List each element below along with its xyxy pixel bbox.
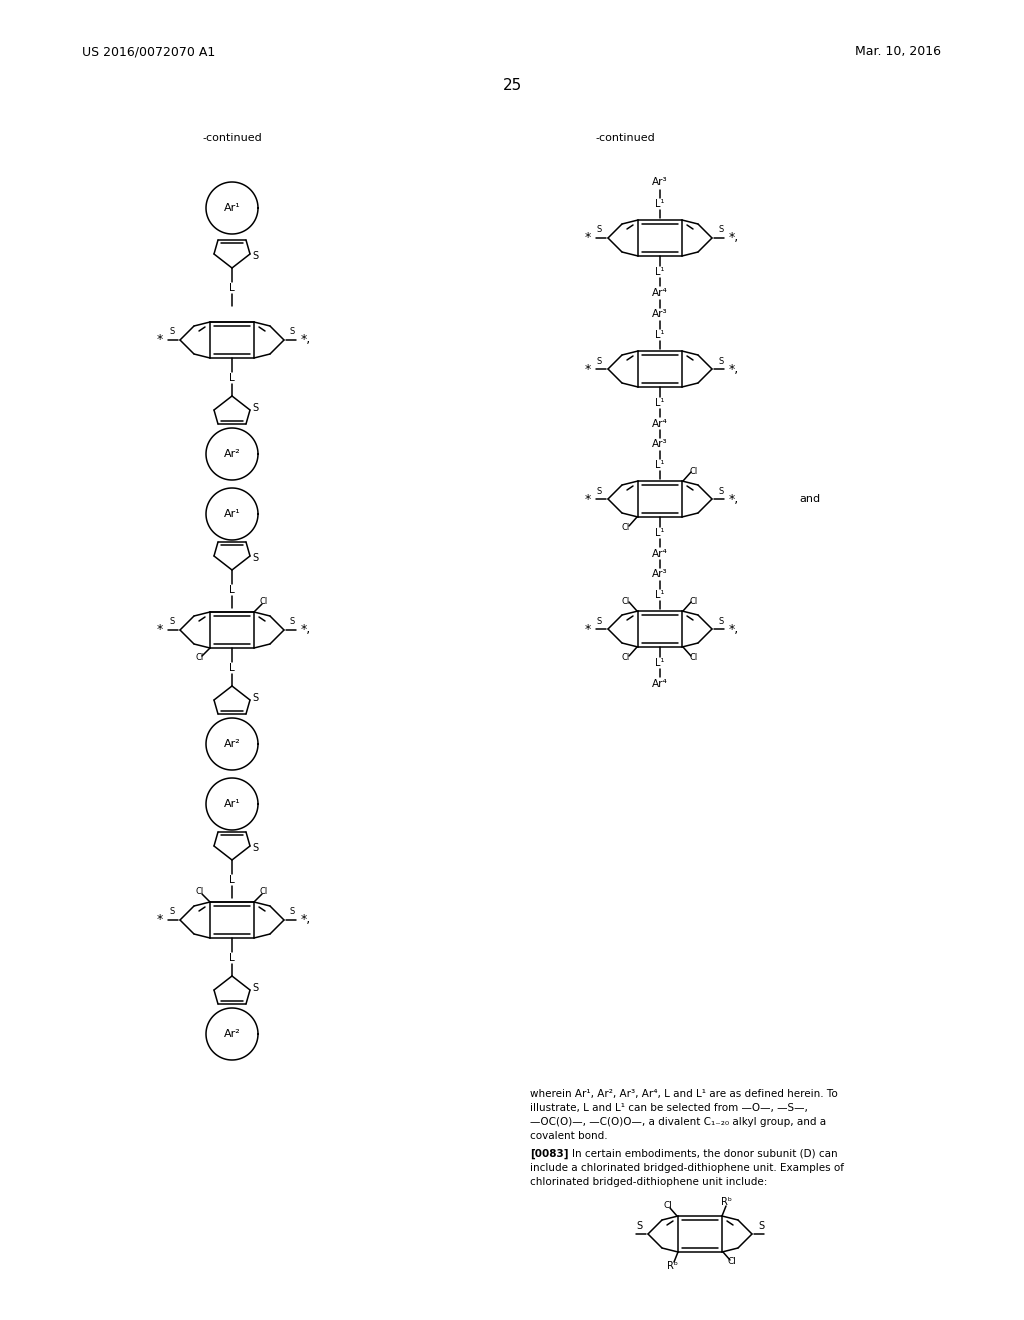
Text: *,: *, <box>729 231 739 244</box>
Text: *: * <box>157 623 163 636</box>
Text: *: * <box>585 231 591 244</box>
Text: Cl: Cl <box>690 652 698 661</box>
Text: L¹: L¹ <box>655 459 665 470</box>
Text: covalent bond.: covalent bond. <box>530 1131 607 1140</box>
Text: L: L <box>229 585 234 595</box>
Text: US 2016/0072070 A1: US 2016/0072070 A1 <box>82 45 215 58</box>
Text: In certain embodiments, the donor subunit (D) can: In certain embodiments, the donor subuni… <box>572 1148 838 1159</box>
Text: Ar¹: Ar¹ <box>223 510 241 519</box>
Text: S: S <box>252 983 258 993</box>
Text: S: S <box>596 356 602 366</box>
Text: S: S <box>252 251 258 261</box>
Text: S: S <box>252 693 258 704</box>
Text: L¹: L¹ <box>655 590 665 601</box>
Text: Cl: Cl <box>664 1201 673 1210</box>
Text: L¹: L¹ <box>655 399 665 408</box>
Text: Ar³: Ar³ <box>652 569 668 579</box>
Text: Ar²: Ar² <box>223 1030 241 1039</box>
Text: 25: 25 <box>503 78 521 92</box>
Text: -continued: -continued <box>202 133 262 143</box>
Text: wherein Ar¹, Ar², Ar³, Ar⁴, L and L¹ are as defined herein. To: wherein Ar¹, Ar², Ar³, Ar⁴, L and L¹ are… <box>530 1089 838 1100</box>
Text: *,: *, <box>729 492 739 506</box>
Text: *,: *, <box>301 334 311 346</box>
Text: Ar⁴: Ar⁴ <box>652 678 668 689</box>
Text: L: L <box>229 953 234 964</box>
Text: Ar²: Ar² <box>223 449 241 459</box>
Text: Cl: Cl <box>260 598 268 606</box>
Text: Mar. 10, 2016: Mar. 10, 2016 <box>855 45 941 58</box>
Text: S: S <box>719 487 724 495</box>
Text: Ar²: Ar² <box>223 739 241 748</box>
Text: Cl: Cl <box>196 887 204 896</box>
Text: S: S <box>290 908 295 916</box>
Text: Ar¹: Ar¹ <box>223 203 241 213</box>
Text: S: S <box>636 1221 642 1232</box>
Text: -continued: -continued <box>595 133 655 143</box>
Text: Ar⁴: Ar⁴ <box>652 549 668 558</box>
Text: Ar³: Ar³ <box>652 309 668 319</box>
Text: S: S <box>169 618 175 627</box>
Text: Ar³: Ar³ <box>652 440 668 449</box>
Text: *: * <box>157 334 163 346</box>
Text: and: and <box>800 494 820 504</box>
Text: L: L <box>229 374 234 383</box>
Text: *: * <box>585 623 591 635</box>
Text: S: S <box>596 616 602 626</box>
Text: Cl: Cl <box>690 597 698 606</box>
Text: L: L <box>229 875 234 884</box>
Text: —OC(O)—, —C(O)O—, a divalent C₁₋₂₀ alkyl group, and a: —OC(O)—, —C(O)O—, a divalent C₁₋₂₀ alkyl… <box>530 1117 826 1127</box>
Text: *: * <box>157 913 163 927</box>
Text: Rᵇ: Rᵇ <box>722 1197 732 1206</box>
Text: S: S <box>169 327 175 337</box>
Text: S: S <box>719 226 724 235</box>
Text: Ar⁴: Ar⁴ <box>652 418 668 429</box>
Text: chlorinated bridged-dithiophene unit include:: chlorinated bridged-dithiophene unit inc… <box>530 1177 767 1187</box>
Text: Cl: Cl <box>622 523 630 532</box>
Text: S: S <box>596 487 602 495</box>
Text: S: S <box>596 226 602 235</box>
Text: L¹: L¹ <box>655 199 665 209</box>
Text: illustrate, L and L¹ can be selected from —O—, —S—,: illustrate, L and L¹ can be selected fro… <box>530 1104 808 1113</box>
Text: Cl: Cl <box>260 887 268 896</box>
Text: include a chlorinated bridged-dithiophene unit. Examples of: include a chlorinated bridged-dithiophen… <box>530 1163 844 1173</box>
Text: S: S <box>290 618 295 627</box>
Text: *,: *, <box>301 913 311 927</box>
Text: Cl: Cl <box>728 1258 736 1266</box>
Text: Ar⁴: Ar⁴ <box>652 288 668 298</box>
Text: [0083]: [0083] <box>530 1148 568 1159</box>
Text: S: S <box>169 908 175 916</box>
Text: S: S <box>719 356 724 366</box>
Text: Cl: Cl <box>196 653 204 663</box>
Text: S: S <box>252 553 258 564</box>
Text: L: L <box>229 663 234 673</box>
Text: L¹: L¹ <box>655 657 665 668</box>
Text: L¹: L¹ <box>655 330 665 341</box>
Text: L¹: L¹ <box>655 528 665 539</box>
Text: *,: *, <box>729 623 739 635</box>
Text: S: S <box>252 843 258 853</box>
Text: L: L <box>229 282 234 293</box>
Text: Ar³: Ar³ <box>652 177 668 187</box>
Text: Cl: Cl <box>622 652 630 661</box>
Text: S: S <box>719 616 724 626</box>
Text: Rᵇ: Rᵇ <box>668 1261 679 1271</box>
Text: S: S <box>252 403 258 413</box>
Text: L¹: L¹ <box>655 267 665 277</box>
Text: Cl: Cl <box>622 597 630 606</box>
Text: *,: *, <box>301 623 311 636</box>
Text: *: * <box>585 363 591 375</box>
Text: Ar¹: Ar¹ <box>223 799 241 809</box>
Text: S: S <box>290 327 295 337</box>
Text: Cl: Cl <box>690 466 698 475</box>
Text: S: S <box>758 1221 764 1232</box>
Text: *,: *, <box>729 363 739 375</box>
Text: *: * <box>585 492 591 506</box>
